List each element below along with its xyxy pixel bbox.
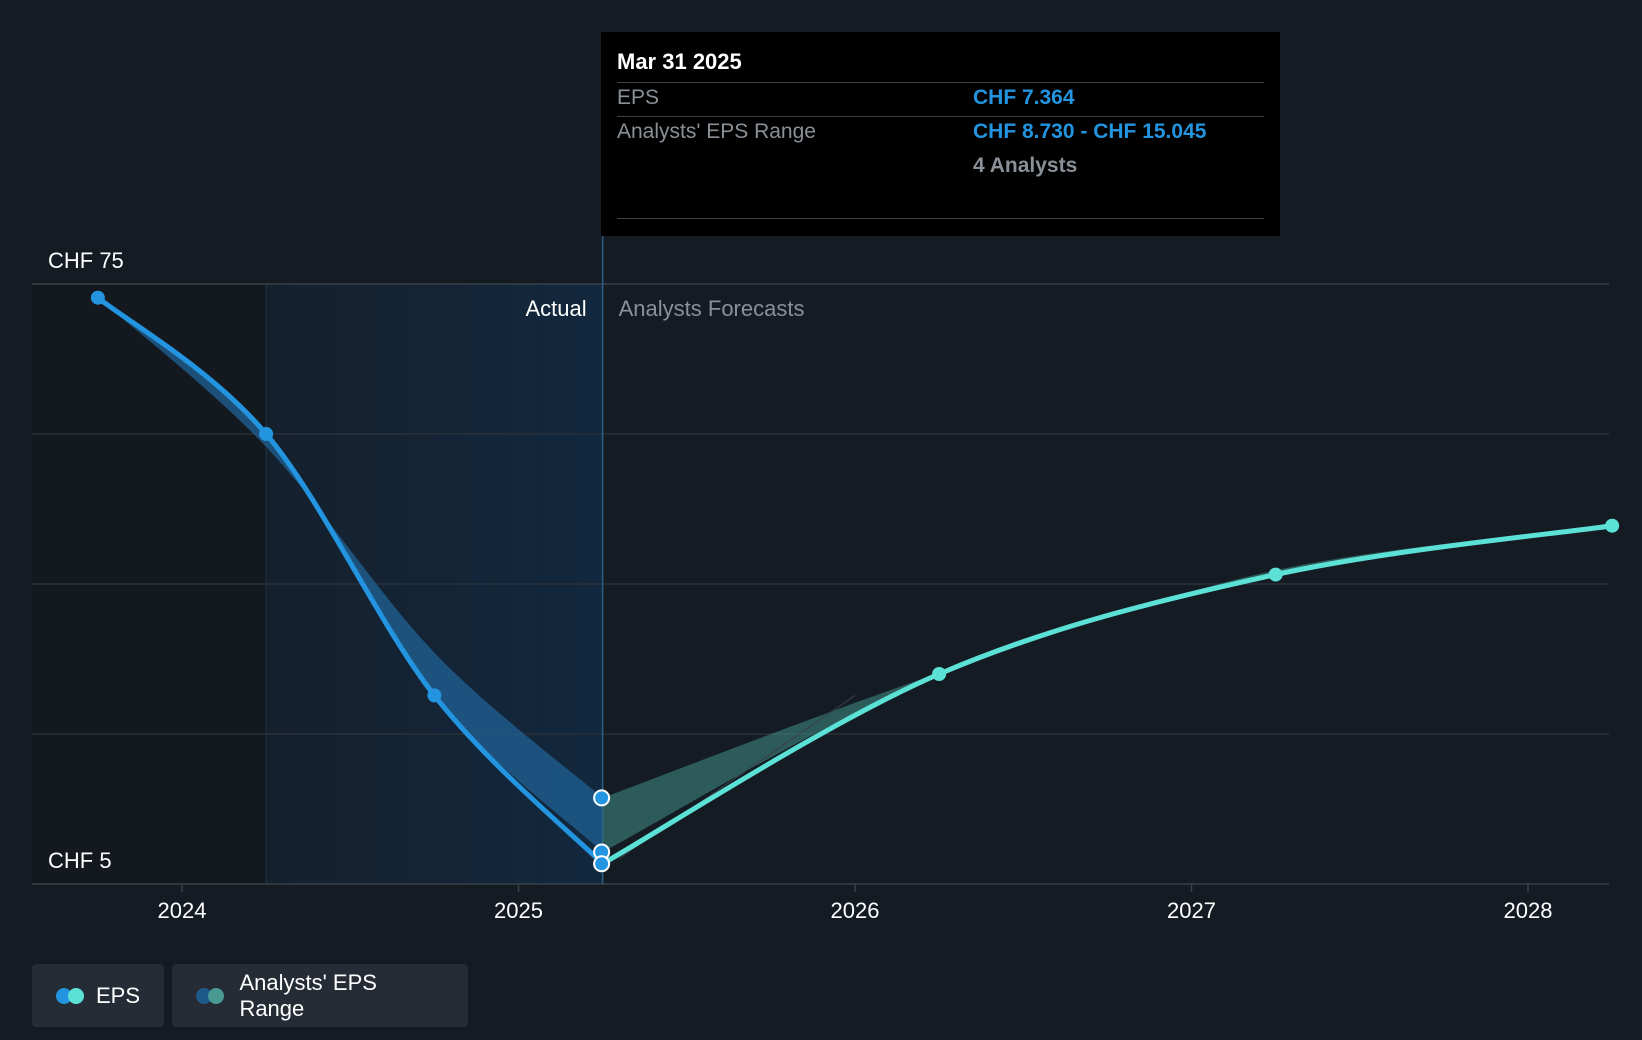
tooltip-range-value: CHF 8.730 - CHF 15.045 [973,120,1207,143]
tooltip-divider [617,82,1264,83]
tooltip-divider [617,116,1264,117]
x-tick-label: 2028 [1504,898,1553,923]
actual-label: Actual [525,296,586,321]
eps-actual-line [95,295,606,867]
legend-label-eps: EPS [95,982,140,1008]
y-tick-label: CHF 5 [48,848,112,873]
legend-item-eps[interactable]: EPS [32,964,164,1027]
y-tick-label: CHF 75 [48,248,124,273]
tooltip-analysts-count: 4 Analysts [973,154,1078,177]
legend-label-eps-range: Analysts' EPS Range [239,969,377,1021]
tooltip-range-label: Analysts' EPS Range [617,120,816,143]
x-tick-label: 2026 [831,898,880,923]
legend-item-eps-range[interactable]: Analysts' EPS Range [172,964,468,1027]
eps-forecast-line [600,523,1615,867]
eps-range-band-forecast [602,525,1613,853]
eps-forecast-point [932,667,947,681]
x-tick-label: 2027 [1167,898,1216,923]
hover-point-range-high [593,789,611,807]
eps-actual-point [90,290,105,305]
eps-forecast-point [1605,518,1620,533]
eps-range-band-actual [97,297,603,853]
x-tick-label: 2024 [158,898,207,923]
tooltip-eps-value: CHF 7.364 [973,86,1075,109]
range-legend-icon [196,987,225,1004]
tooltip-eps-label: EPS [617,86,660,109]
tooltip: Mar 31 2025 EPS CHF 7.364 Analysts' EPS … [601,32,1280,236]
eps-actual-point [427,688,442,703]
x-tick-label: 2025 [494,898,543,923]
forecast-label: Analysts Forecasts [619,296,805,321]
tooltip-date: Mar 31 2025 [617,49,742,74]
eps-actual-point [259,427,274,441]
hover-point-eps [593,855,611,873]
eps-forecast-point [1268,567,1283,582]
tooltip-divider [617,218,1264,219]
eps-legend-icon [56,987,84,1004]
